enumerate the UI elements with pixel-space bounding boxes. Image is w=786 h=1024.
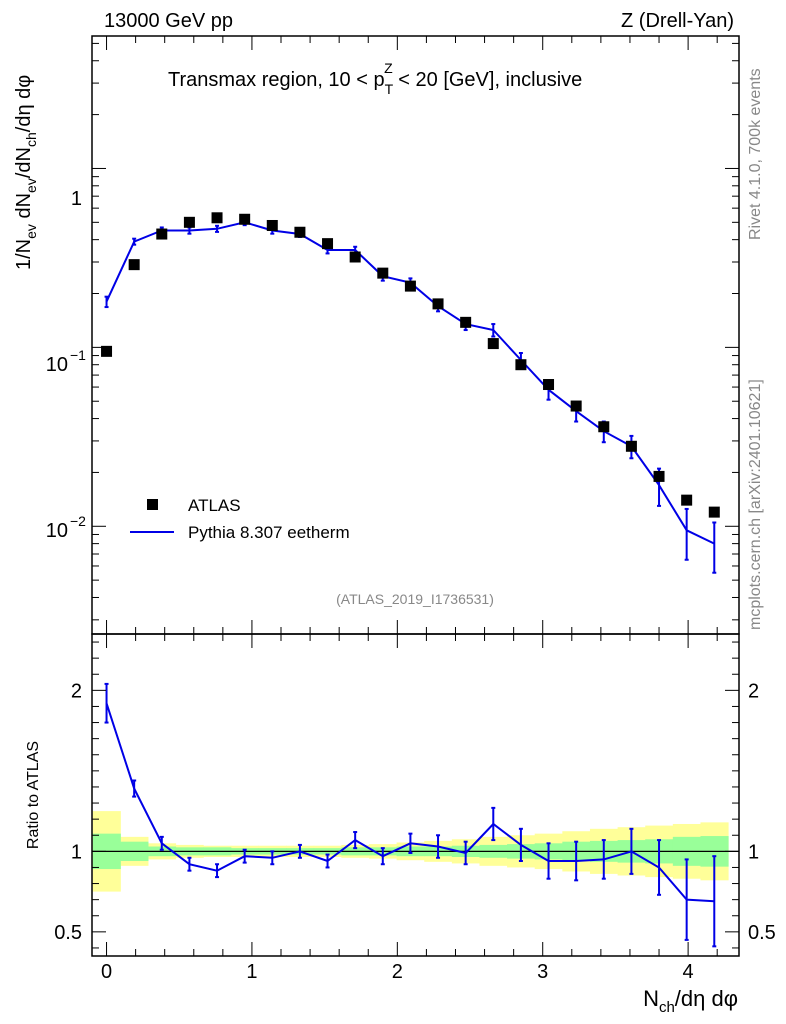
ratio-ylabel: Ratio to ATLAS (25, 741, 42, 849)
mcplots-label: mcplots.cern.ch [arXiv:2401.10621] (747, 379, 764, 630)
main-ylabel: 1/Nev dNev/dNch/dη dφ (13, 75, 39, 270)
main-ytick-1e-1-exp: −1 (70, 347, 86, 363)
data-point (266, 219, 278, 231)
data-point (653, 470, 665, 482)
data-point (239, 213, 251, 225)
legend-data-label: ATLAS (188, 496, 241, 515)
data-point (515, 359, 527, 371)
data-point (543, 379, 555, 391)
ratio-ytick-label-right: 0.5 (748, 922, 776, 944)
legend-data-marker (147, 499, 158, 510)
data-point (625, 440, 637, 452)
main-ytick-1e-1: 10 (46, 354, 68, 376)
data-point (487, 338, 499, 350)
rivet-label: Rivet 4.1.0, 700k events (747, 68, 764, 240)
x-tick-label: 2 (392, 961, 403, 983)
x-tick-label: 0 (101, 961, 112, 983)
data-point (183, 216, 195, 228)
main-ytick-1e-2-exp: −2 (70, 513, 86, 529)
data-point (101, 345, 113, 357)
ratio-ytick-label-left: 1 (71, 841, 82, 863)
legend-mc-label: Pythia 8.307 eetherm (188, 523, 350, 542)
data-point (681, 494, 693, 506)
main-frame (91, 35, 740, 635)
data-point (349, 251, 361, 263)
header-right: Z (Drell-Yan) (621, 10, 734, 32)
x-tick-label: 1 (246, 961, 257, 983)
data-point (570, 400, 582, 412)
plot-title: Transmax region, 10 < pTZ < 20 [GeV], in… (168, 60, 582, 97)
main-ytick-1: 1 (71, 188, 82, 210)
legend: ATLAS Pythia 8.307 eetherm (130, 496, 350, 542)
data-point (211, 212, 223, 224)
ratio-panel: 0.5 0.5 1 1 2 2 0 1 2 3 4 Ratio to ATLAS Nch/dη dφ (25, 633, 776, 1016)
data-point (322, 238, 334, 250)
data-point (598, 421, 610, 433)
ratio-frame (91, 633, 740, 957)
main-panel: 1 10 −1 10 −2 Transmax region, 10 < pTZ … (13, 35, 740, 635)
x-tick-label: 3 (537, 961, 548, 983)
ratio-ytick-label-right: 1 (748, 841, 759, 863)
data-point (377, 267, 389, 279)
data-point (432, 298, 444, 310)
ratio-ytick-label-left: 0.5 (54, 922, 82, 944)
data-point (404, 280, 416, 292)
data-point (460, 316, 472, 328)
ratio-ytick-label-left: 2 (71, 680, 82, 702)
ratio-ytick-label-right: 2 (748, 680, 759, 702)
header-left: 13000 GeV pp (104, 10, 233, 32)
xlabel: Nch/dη dφ (643, 986, 738, 1016)
data-point (156, 228, 168, 240)
main-ytick-1e-2: 10 (46, 520, 68, 542)
data-point (128, 259, 140, 271)
analysis-label: (ATLAS_2019_I1736531) (336, 591, 494, 607)
data-point (294, 226, 306, 238)
data-point (708, 506, 720, 518)
x-tick-label: 4 (683, 961, 694, 983)
